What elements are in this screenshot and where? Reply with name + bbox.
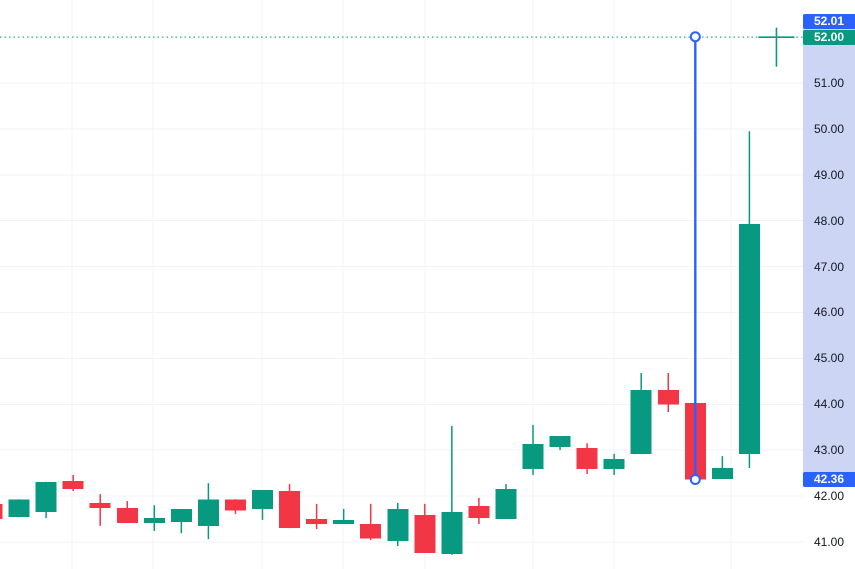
candle [116,501,138,524]
price-axis[interactable]: 51.00 50.00 49.00 48.00 47.00 46.00 45.00 44.00… [803,0,855,569]
candle-body [197,499,219,526]
candle [387,502,409,547]
price-tick: 50.00 [813,121,845,136]
candle-body [8,499,30,518]
candle-body [414,514,436,553]
candle [576,443,598,475]
candle-body [603,458,625,469]
candle-body [279,490,301,529]
candle-body [630,390,652,454]
price-badge-52-01: 52.01 [803,13,855,29]
candle-body [35,481,57,513]
candle-body [360,524,382,539]
candle-body [576,447,598,469]
price-tick: 48.00 [813,213,845,228]
candle [603,453,625,475]
candle-body [738,223,760,454]
candle-body [62,480,84,490]
candle [0,503,3,519]
candle [224,499,246,514]
price-tick: 49.00 [813,167,845,182]
candle-body [116,507,138,524]
candle-body [657,390,679,405]
price-axis-highlight [803,13,855,487]
candle [279,484,301,529]
candle [414,503,436,553]
candle-body [306,518,328,525]
price-tick: 45.00 [813,351,845,366]
candle [197,483,219,540]
candle [522,424,544,475]
price-tick: 47.00 [813,259,845,274]
candle-body [711,468,733,480]
candle [62,474,84,491]
drawing-handle-top[interactable] [689,31,701,43]
drawing-handle-bottom[interactable] [689,474,701,486]
candle-body [441,512,463,554]
candle-body [143,518,165,524]
candle [143,505,165,531]
candle [468,497,490,525]
candle [306,503,328,530]
candle [630,373,652,454]
candle-body [495,489,517,519]
price-tick: 42.00 [813,489,845,504]
candle-body [468,506,490,519]
candle [89,494,111,526]
candle [711,456,733,480]
candle-body [0,503,3,519]
candle [441,425,463,555]
candle-body [333,519,355,525]
candle [252,490,273,520]
candle-body [89,502,111,508]
candle [549,435,571,451]
candle-body [387,508,409,542]
candle [35,481,57,519]
price-tick: 51.00 [813,76,845,91]
candle [495,484,517,519]
price-tick: 41.00 [813,534,845,549]
candlestick-series [0,131,760,555]
candle [170,508,192,534]
candle [738,131,760,469]
price-badge-52-00: 52.00 [803,29,855,45]
crosshair-cursor [758,27,795,67]
candle-body [252,490,273,509]
price-tick: 44.00 [813,397,845,412]
candle-body [549,435,571,447]
candle [360,503,382,541]
candle-body [522,444,544,469]
price-tick: 43.00 [813,443,845,458]
price-badge-42-36: 42.36 [803,472,855,488]
price-tick: 46.00 [813,305,845,320]
candle [8,499,30,518]
candle [657,373,679,413]
candle [333,508,355,525]
gridlines [0,0,803,569]
candle-body [224,499,246,511]
candle-body [170,508,192,523]
